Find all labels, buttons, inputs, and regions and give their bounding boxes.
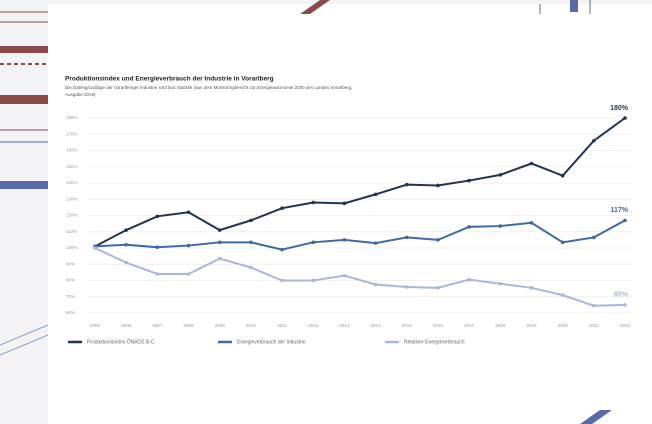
point	[311, 240, 316, 245]
point	[373, 192, 378, 197]
y-tick-label: 180%	[66, 115, 78, 120]
x-tick-label: 2021	[589, 323, 600, 328]
point	[404, 235, 409, 240]
point	[592, 235, 596, 240]
point	[467, 178, 471, 183]
x-tick-label: 2013	[339, 323, 350, 328]
legend-label: Energieverbrauch der Industrie	[237, 339, 306, 345]
point	[93, 246, 97, 250]
y-tick-label: 120%	[66, 213, 78, 218]
point	[467, 277, 471, 282]
point	[342, 273, 347, 278]
x-tick-label: 2018	[495, 323, 506, 328]
point	[560, 240, 565, 245]
point	[280, 247, 284, 252]
line	[94, 219, 626, 251]
point	[498, 224, 503, 228]
point	[155, 214, 160, 219]
point	[467, 225, 471, 229]
point	[404, 285, 409, 289]
point	[560, 173, 565, 178]
point	[124, 260, 128, 265]
point	[373, 282, 378, 287]
point	[186, 210, 191, 215]
x-tick-label: 2011	[277, 323, 287, 328]
x-tick-label: 2014	[371, 323, 382, 328]
x-tick-label: 2007	[152, 323, 163, 328]
point	[529, 161, 534, 166]
y-tick-label: 150%	[66, 164, 78, 169]
point	[592, 303, 596, 308]
point	[124, 228, 128, 232]
y-tick-label: 100%	[66, 245, 78, 250]
line	[94, 247, 626, 307]
point	[342, 201, 347, 206]
point	[311, 200, 316, 205]
point	[436, 286, 440, 290]
x-tick-label: 2016	[433, 323, 444, 328]
point	[280, 206, 284, 210]
line	[94, 117, 626, 248]
point	[155, 245, 160, 249]
value-label: 65%	[614, 292, 629, 299]
point	[498, 281, 503, 286]
point	[529, 221, 534, 225]
point	[623, 116, 627, 120]
point	[436, 183, 440, 188]
y-tick-label: 70%	[66, 294, 75, 299]
point	[280, 278, 284, 283]
x-tick-label: 2008	[184, 323, 195, 328]
value-label: 117%	[610, 207, 628, 214]
x-tick-label: 2019	[526, 323, 537, 328]
x-tick-label: 2005	[90, 323, 101, 328]
x-tick-label: 2015	[402, 323, 413, 328]
legend-label: Produktionsindex ÖNACE B-C	[87, 338, 155, 345]
chart-subtitle: Ausgabe 2019)	[65, 92, 96, 97]
point	[217, 240, 222, 245]
x-tick-label: 2017	[464, 323, 475, 328]
x-tick-label: 2006	[121, 323, 132, 328]
value-label: 180%	[610, 105, 629, 112]
point	[311, 278, 316, 283]
x-tick-label: 2020	[558, 323, 569, 328]
point	[249, 240, 253, 245]
point	[124, 242, 128, 247]
point	[436, 238, 440, 242]
card	[48, 4, 652, 424]
point	[529, 286, 534, 290]
point	[155, 272, 160, 276]
point	[498, 173, 503, 177]
point	[217, 256, 222, 261]
point	[373, 241, 378, 245]
y-tick-label: 130%	[66, 196, 78, 201]
point	[249, 265, 253, 270]
x-tick-label: 2012	[308, 323, 319, 328]
y-tick-label: 80%	[66, 278, 75, 283]
y-tick-label: 60%	[66, 310, 75, 315]
point	[623, 218, 627, 223]
x-tick-label: 2009	[215, 323, 226, 328]
point	[404, 182, 409, 187]
chart-subtitle: Die Datengrundlage der Vorarlberger Indu…	[65, 85, 352, 90]
decoration	[0, 0, 612, 424]
point	[186, 243, 191, 248]
point	[249, 218, 253, 223]
point	[342, 238, 347, 242]
y-tick-label: 170%	[66, 131, 78, 136]
y-tick-label: 160%	[66, 148, 78, 153]
point	[560, 293, 565, 297]
point	[592, 138, 596, 143]
y-tick-label: 140%	[66, 180, 78, 185]
x-tick-label: 2010	[246, 323, 257, 328]
y-tick-label: 110%	[66, 229, 77, 234]
point	[186, 272, 191, 276]
point	[217, 228, 222, 232]
y-tick-label: 90%	[66, 261, 75, 266]
x-tick-label: 2022	[620, 323, 631, 328]
legend-label: Relativer Energieverbrauch	[404, 339, 465, 345]
chart-title: Produktionsindex und Energieverbrauch de…	[65, 76, 274, 83]
point	[623, 303, 627, 307]
